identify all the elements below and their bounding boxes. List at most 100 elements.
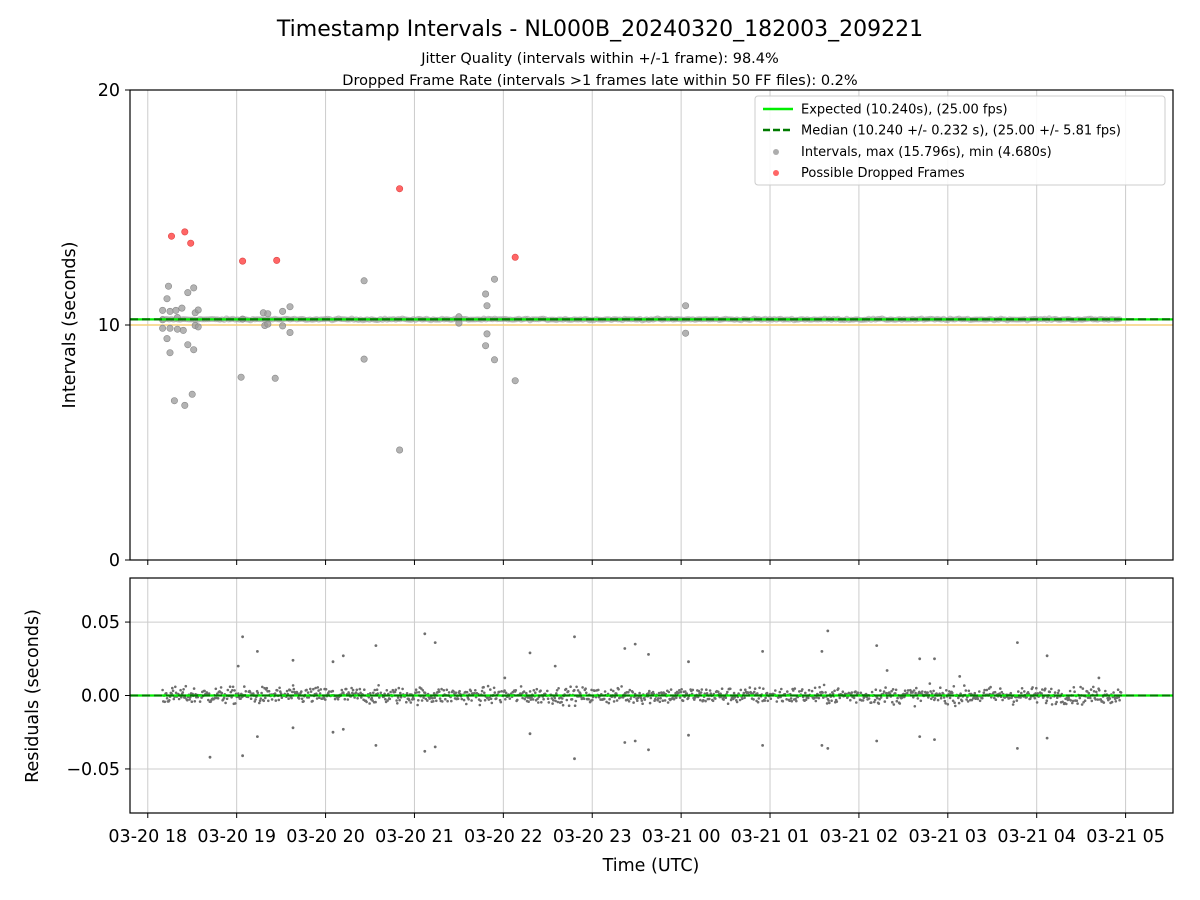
residual-outlier-point xyxy=(1045,736,1049,740)
residual-point xyxy=(912,689,916,692)
residuals-plot: 0.050.00−0.05 03-20 18 03-20 19 03-20 20 03… xyxy=(23,577,1174,876)
interval-point xyxy=(166,324,174,332)
residual-outlier-point xyxy=(341,654,345,658)
residual-point xyxy=(1095,690,1098,694)
residual-point xyxy=(742,691,746,695)
residual-point xyxy=(306,691,310,694)
residual-point xyxy=(546,697,550,700)
residual-point xyxy=(753,687,757,690)
residual-point xyxy=(684,690,687,693)
residual-point xyxy=(632,701,635,704)
dropped-frame-point xyxy=(239,257,247,265)
residual-point xyxy=(1081,687,1085,690)
residual-point xyxy=(315,692,318,695)
chart-subtitle-line-2: Dropped Frame Rate (intervals >1 frames … xyxy=(342,73,857,89)
residual-point xyxy=(372,691,375,695)
residual-point xyxy=(720,687,724,690)
residual-point xyxy=(508,697,512,700)
residual-point xyxy=(456,697,460,701)
residual-point xyxy=(1055,700,1058,704)
residual-point xyxy=(719,692,722,695)
residual-point xyxy=(585,691,588,695)
residual-point xyxy=(1089,688,1093,691)
residual-point xyxy=(579,692,582,695)
residual-point xyxy=(487,698,491,701)
residual-point xyxy=(976,697,980,701)
residual-point xyxy=(360,696,363,699)
residual-point xyxy=(555,689,559,692)
residual-point xyxy=(539,689,542,692)
residual-point xyxy=(944,702,947,705)
residual-point xyxy=(498,690,501,694)
residual-point xyxy=(752,698,755,701)
residual-point xyxy=(467,698,470,701)
residual-point xyxy=(564,687,568,691)
residual-point xyxy=(936,698,940,702)
residual-point xyxy=(815,696,818,699)
residual-point xyxy=(391,688,395,692)
residual-point xyxy=(536,697,539,701)
residual-point xyxy=(591,698,594,702)
residual-point xyxy=(1110,700,1114,704)
dropped-frame-point xyxy=(511,253,519,261)
residual-point xyxy=(593,689,596,692)
residual-point xyxy=(395,699,398,702)
dropped-frame-point xyxy=(187,239,195,247)
residual-point xyxy=(542,697,545,701)
residual-point xyxy=(830,699,833,702)
residual-point xyxy=(554,699,557,703)
residual-point xyxy=(702,698,705,702)
residual-point xyxy=(699,698,702,702)
residual-outlier-point xyxy=(423,632,427,636)
residual-point xyxy=(424,697,428,701)
residual-point xyxy=(315,697,319,700)
residual-point xyxy=(705,692,709,695)
residual-point xyxy=(981,696,984,700)
residual-point xyxy=(967,689,971,693)
residual-point xyxy=(703,692,707,695)
residual-point xyxy=(368,702,371,705)
x-tick-label: 03-20 18 xyxy=(108,827,187,847)
residual-point xyxy=(835,700,839,703)
residual-point xyxy=(825,702,829,705)
residual-point xyxy=(640,699,644,702)
residual-point xyxy=(163,700,167,704)
residual-point xyxy=(1050,703,1054,706)
residual-point xyxy=(252,692,255,695)
residual-point xyxy=(790,699,794,703)
legend-dropped-swatch xyxy=(773,170,779,176)
residual-point xyxy=(1044,701,1048,705)
residual-point xyxy=(870,701,873,704)
residual-point xyxy=(458,689,461,693)
residual-point xyxy=(743,696,746,700)
residual-point xyxy=(824,691,827,694)
residual-point xyxy=(769,697,773,700)
residual-outlier-point xyxy=(241,754,245,758)
residual-point xyxy=(709,692,713,695)
residual-point xyxy=(560,700,563,704)
residual-point xyxy=(758,686,761,690)
x-tick-label: 03-21 04 xyxy=(997,827,1076,847)
residual-point xyxy=(214,687,218,691)
residual-point xyxy=(172,697,176,701)
residual-point xyxy=(253,700,257,703)
residual-point xyxy=(741,697,744,700)
residual-point xyxy=(285,689,289,693)
residual-point xyxy=(738,698,742,702)
residual-point xyxy=(915,686,918,690)
interval-point xyxy=(190,346,198,354)
x-axis-label: Time (UTC) xyxy=(602,856,700,876)
x-tick-label: 03-21 01 xyxy=(731,827,810,847)
residual-point xyxy=(1102,701,1106,704)
residual-point xyxy=(171,686,174,690)
residual-point xyxy=(401,687,404,691)
residual-point xyxy=(924,690,927,694)
interval-point xyxy=(483,330,491,338)
residual-point xyxy=(264,696,267,700)
interval-point xyxy=(166,307,174,315)
residual-point xyxy=(1112,691,1115,694)
residual-point xyxy=(636,699,639,702)
residual-point xyxy=(346,698,350,701)
residual-point xyxy=(879,696,883,699)
legend-intervals-label: Intervals, max (15.796s), min (4.680s) xyxy=(801,145,1052,160)
